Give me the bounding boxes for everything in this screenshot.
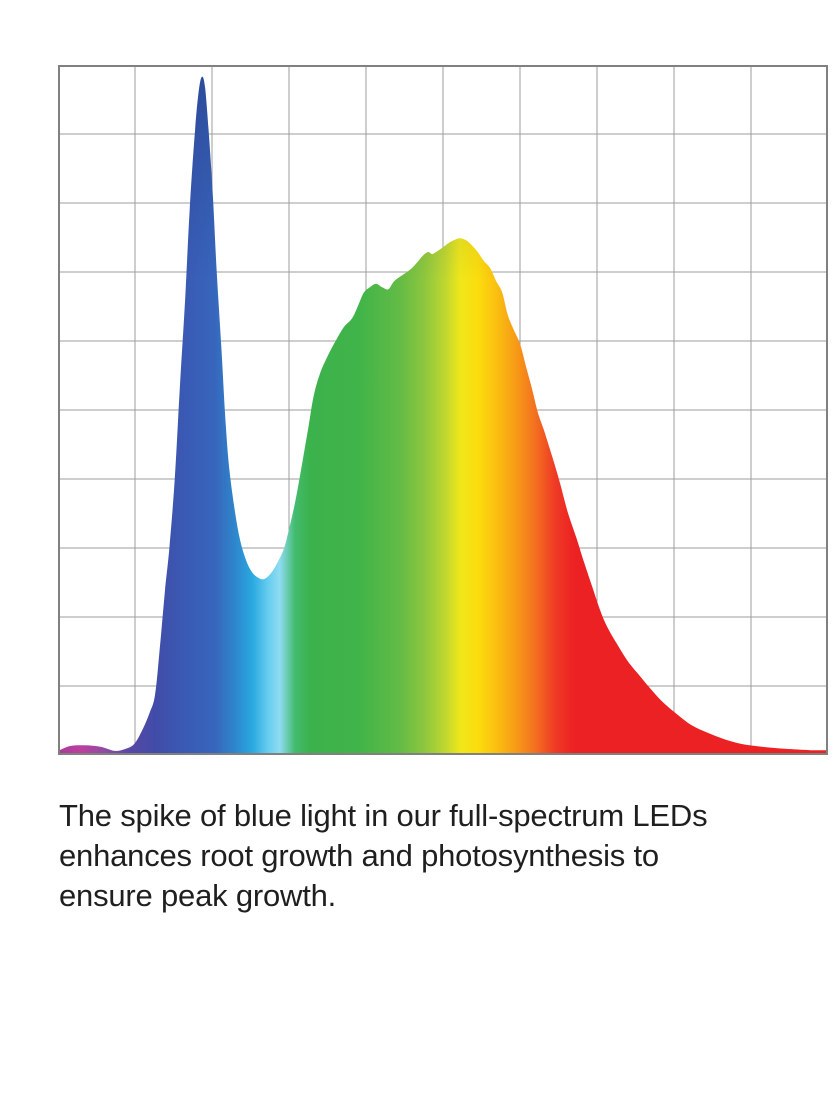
chart-frame [58, 65, 828, 755]
caption-line: The spike of blue light in our full-spec… [59, 798, 708, 833]
caption: The spike of blue light in our full-spec… [59, 796, 804, 916]
spectrum-area-top-shading [58, 76, 828, 755]
caption-line: enhances root growth and photosynthesis … [59, 838, 659, 873]
spectrum-chart [58, 65, 828, 755]
spectrum-svg [58, 65, 828, 755]
caption-line: ensure peak growth. [59, 878, 337, 913]
